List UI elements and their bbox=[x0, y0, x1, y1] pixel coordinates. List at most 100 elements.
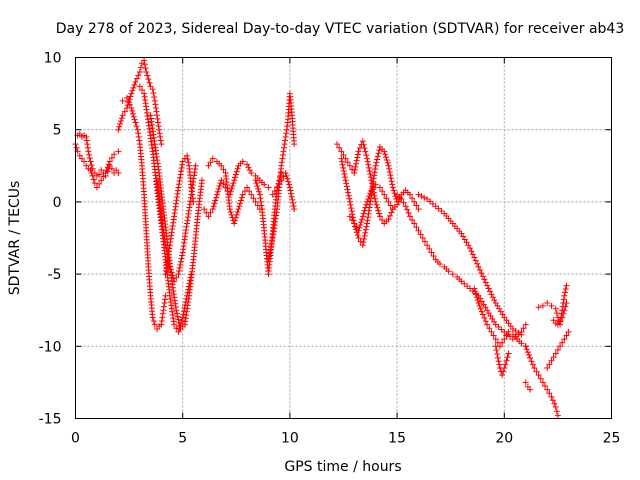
data-point bbox=[563, 299, 570, 306]
data-point bbox=[533, 368, 540, 375]
data-point bbox=[132, 119, 139, 126]
y-tick-label: 10 bbox=[44, 51, 62, 67]
data-point bbox=[349, 216, 356, 223]
data-point bbox=[87, 158, 94, 165]
data-point bbox=[154, 115, 161, 122]
data-point bbox=[373, 159, 380, 166]
data-point bbox=[362, 148, 369, 155]
data-point bbox=[409, 216, 416, 223]
data-point bbox=[428, 249, 435, 256]
data-point bbox=[436, 260, 443, 267]
data-point bbox=[232, 217, 239, 224]
data-point bbox=[257, 195, 264, 202]
data-point bbox=[283, 172, 290, 179]
data-point bbox=[340, 151, 347, 158]
data-point bbox=[149, 314, 156, 321]
data-point bbox=[115, 148, 122, 155]
data-point bbox=[205, 162, 212, 169]
data-point bbox=[156, 126, 163, 133]
data-point bbox=[548, 393, 555, 400]
data-point bbox=[563, 282, 570, 289]
data-point bbox=[522, 379, 529, 386]
data-point bbox=[255, 185, 262, 192]
data-point bbox=[279, 151, 286, 158]
data-point bbox=[360, 210, 367, 217]
data-point bbox=[345, 189, 352, 196]
data-point bbox=[177, 261, 184, 268]
data-point bbox=[387, 175, 394, 182]
data-point bbox=[119, 112, 126, 119]
data-point bbox=[180, 308, 187, 315]
data-point bbox=[149, 86, 156, 93]
data-point bbox=[357, 238, 364, 245]
data-point bbox=[173, 310, 180, 317]
data-point bbox=[562, 286, 569, 293]
data-point bbox=[413, 224, 420, 231]
data-point bbox=[488, 291, 495, 298]
data-point bbox=[557, 318, 564, 325]
data-point bbox=[418, 193, 425, 200]
data-point bbox=[492, 343, 499, 350]
data-point bbox=[220, 180, 227, 187]
data-point bbox=[171, 321, 178, 328]
data-point bbox=[88, 162, 95, 169]
data-point bbox=[108, 165, 115, 172]
data-point bbox=[175, 181, 182, 188]
data-point bbox=[233, 168, 240, 175]
data-point bbox=[557, 318, 564, 325]
data-point bbox=[155, 119, 162, 126]
data-point bbox=[489, 294, 496, 301]
data-point bbox=[91, 180, 98, 187]
data-point bbox=[96, 180, 103, 187]
data-point bbox=[351, 170, 358, 177]
data-point bbox=[358, 219, 365, 226]
data-point bbox=[406, 191, 413, 198]
data-point bbox=[487, 288, 494, 295]
data-point bbox=[177, 174, 184, 181]
data-point bbox=[357, 222, 364, 229]
data-point bbox=[151, 97, 158, 104]
y-tick-label: 5 bbox=[53, 123, 62, 139]
data-point bbox=[490, 332, 497, 339]
data-point bbox=[411, 220, 418, 227]
data-point bbox=[236, 203, 243, 210]
data-point bbox=[356, 224, 363, 231]
data-point bbox=[522, 321, 529, 328]
data-point bbox=[473, 294, 480, 301]
data-point bbox=[161, 299, 168, 306]
data-point bbox=[129, 107, 136, 114]
data-point bbox=[415, 206, 422, 213]
data-point bbox=[527, 386, 534, 393]
data-point bbox=[238, 197, 245, 204]
data-point bbox=[289, 196, 296, 203]
data-point bbox=[484, 282, 491, 289]
data-point bbox=[100, 173, 107, 180]
data-point bbox=[116, 123, 123, 130]
data-point bbox=[96, 171, 103, 178]
data-point bbox=[189, 191, 196, 198]
data-point bbox=[386, 168, 393, 175]
data-point bbox=[280, 148, 287, 155]
data-point bbox=[362, 204, 369, 211]
data-point bbox=[474, 260, 481, 267]
data-point bbox=[283, 126, 290, 133]
data-point bbox=[476, 302, 483, 309]
data-point bbox=[561, 292, 568, 299]
data-point bbox=[388, 209, 395, 216]
data-point bbox=[144, 72, 151, 79]
data-point bbox=[278, 159, 285, 166]
data-point bbox=[138, 86, 145, 93]
data-point bbox=[398, 196, 405, 203]
data-point bbox=[345, 192, 352, 199]
data-point bbox=[494, 354, 501, 361]
data-point bbox=[103, 167, 110, 174]
data-point bbox=[550, 354, 557, 361]
data-point bbox=[86, 155, 93, 162]
data-point bbox=[363, 223, 370, 230]
data-point bbox=[376, 184, 383, 191]
data-point bbox=[175, 271, 182, 278]
data-point bbox=[445, 268, 452, 275]
data-point bbox=[359, 213, 366, 220]
data-point bbox=[426, 245, 433, 252]
data-point bbox=[562, 289, 569, 296]
